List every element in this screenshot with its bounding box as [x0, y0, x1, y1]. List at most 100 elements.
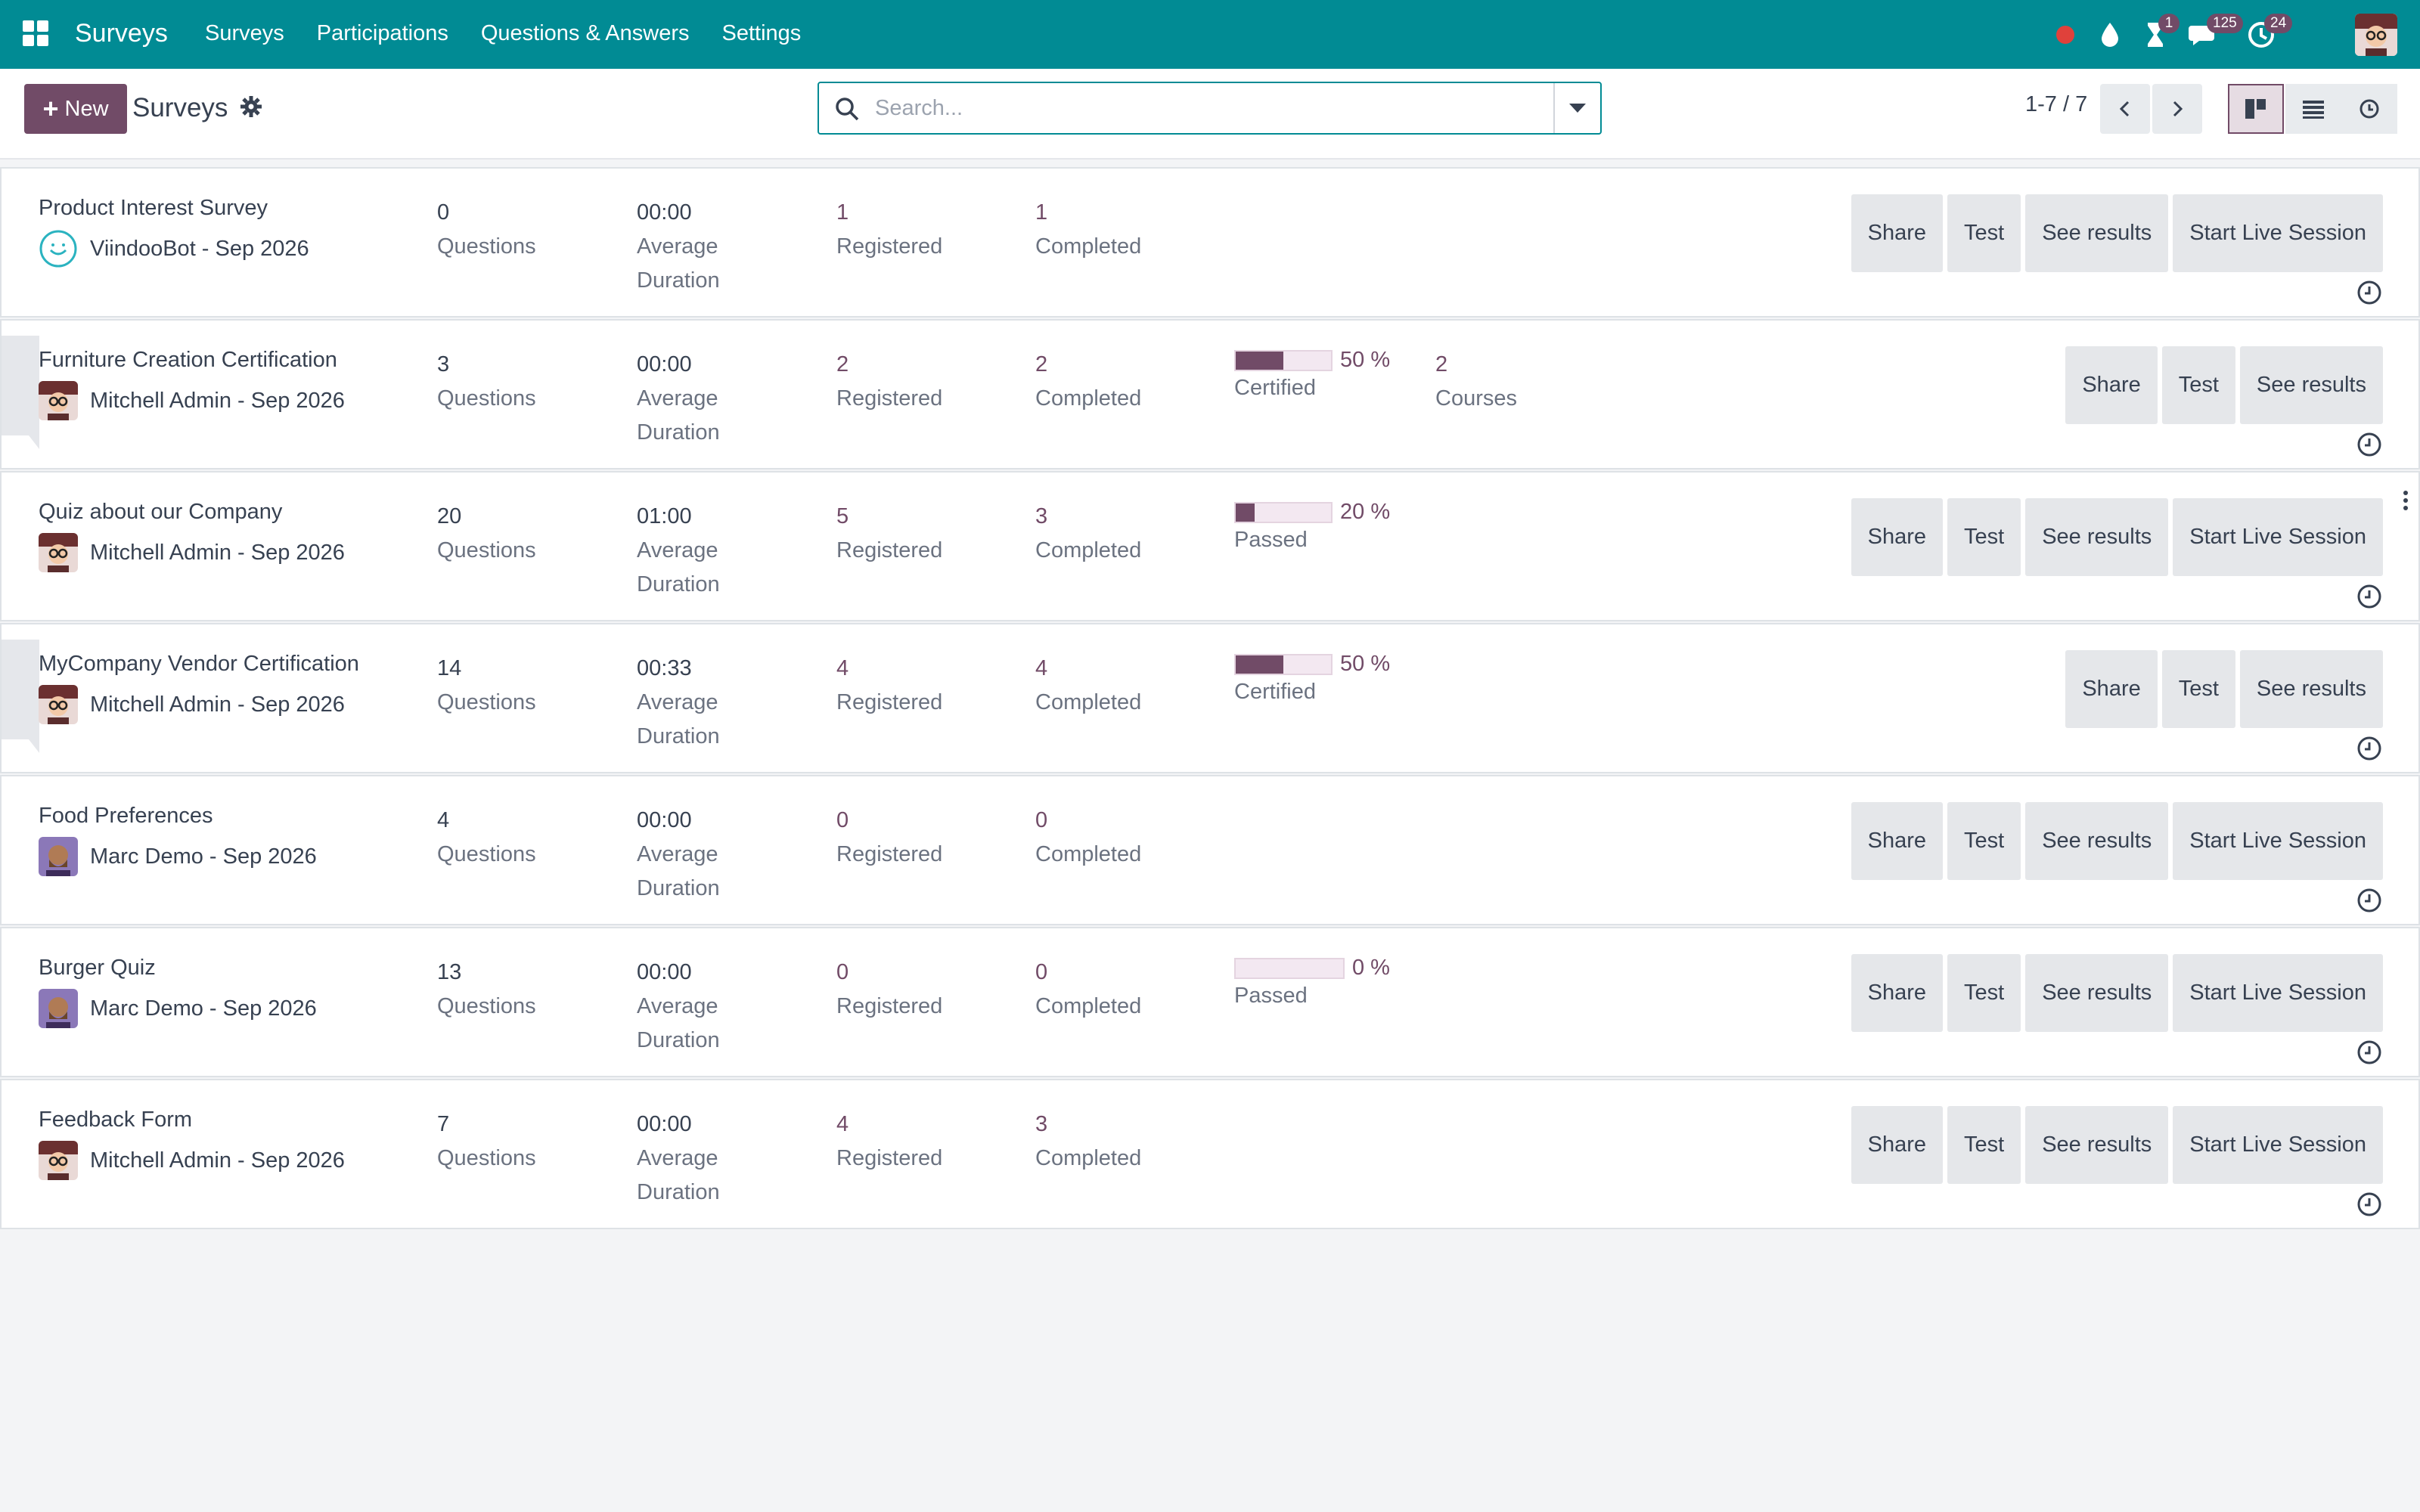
test-button[interactable]: Test — [1947, 194, 2021, 272]
user-avatar[interactable] — [2355, 14, 2397, 56]
start-live-session-button[interactable]: Start Live Session — [2173, 1106, 2383, 1184]
survey-card[interactable]: Feedback Form Mitchell Admin - Sep 2026 … — [0, 1079, 2420, 1229]
survey-card[interactable]: Furniture Creation Certification Mitchel… — [0, 319, 2420, 469]
new-button[interactable]: + New — [24, 84, 127, 134]
completed-count[interactable]: 0 — [1035, 960, 1048, 984]
registered-count[interactable]: 4 — [836, 1112, 849, 1136]
test-button[interactable]: Test — [1947, 802, 2021, 880]
registered-stat[interactable]: 5 Registered — [836, 500, 942, 568]
test-button[interactable]: Test — [2161, 650, 2235, 728]
activity-clock-icon[interactable] — [2356, 736, 2382, 761]
test-button[interactable]: Test — [1947, 1106, 2021, 1184]
see-results-button[interactable]: See results — [2025, 954, 2169, 1032]
activity-clock-icon[interactable] — [2356, 584, 2382, 609]
completed-stat[interactable]: 0 Completed — [1035, 804, 1141, 872]
completed-stat[interactable]: 0 Completed — [1035, 956, 1141, 1024]
completed-count[interactable]: 2 — [1035, 352, 1048, 376]
gear-icon[interactable] — [239, 94, 263, 119]
start-live-session-button[interactable]: Start Live Session — [2173, 802, 2383, 880]
completed-count[interactable]: 1 — [1035, 200, 1048, 225]
apps-menu-icon[interactable] — [23, 20, 48, 46]
completed-stat[interactable]: 1 Completed — [1035, 196, 1141, 264]
survey-card[interactable]: Burger Quiz Marc Demo - Sep 2026 13 Quest… — [0, 927, 2420, 1077]
registered-stat[interactable]: 4 Registered — [836, 652, 942, 720]
share-button[interactable]: Share — [2065, 346, 2158, 424]
creator-name: Mitchell Admin - Sep 2026 — [90, 540, 345, 565]
share-button[interactable]: Share — [1851, 498, 1943, 576]
registered-count[interactable]: 1 — [836, 200, 849, 225]
survey-card[interactable]: Product Interest Survey ViindooBot - Sep… — [0, 167, 2420, 318]
registered-stat[interactable]: 2 Registered — [836, 348, 942, 416]
completed-stat[interactable]: 4 Completed — [1035, 652, 1141, 720]
activity-view-button[interactable] — [2341, 84, 2397, 134]
see-results-button[interactable]: See results — [2025, 498, 2169, 576]
pager-value[interactable]: 1-7 / 7 — [2025, 92, 2088, 116]
see-results-button[interactable]: See results — [2025, 194, 2169, 272]
completed-stat[interactable]: 3 Completed — [1035, 1108, 1141, 1176]
see-results-button[interactable]: See results — [2025, 1106, 2169, 1184]
start-live-session-button[interactable]: Start Live Session — [2173, 194, 2383, 272]
start-live-session-button[interactable]: Start Live Session — [2173, 498, 2383, 576]
courses-count[interactable]: 2 — [1435, 352, 1448, 376]
recording-dot-icon[interactable] — [2055, 25, 2075, 45]
registered-count[interactable]: 5 — [836, 504, 849, 528]
kanban-view-button[interactable] — [2228, 84, 2284, 134]
search-input[interactable] — [875, 91, 1556, 125]
messages-icon[interactable]: 125 — [2187, 14, 2243, 51]
survey-title: Burger Quiz — [39, 956, 156, 980]
activity-clock-icon[interactable] — [2356, 1040, 2382, 1065]
updates-clock-icon[interactable]: 24 — [2245, 14, 2293, 51]
completed-count[interactable]: 3 — [1035, 1112, 1048, 1136]
registered-count[interactable]: 0 — [836, 960, 849, 984]
pager-next-button[interactable] — [2152, 84, 2202, 134]
menu-item-questions-answers[interactable]: Questions & Answers — [480, 21, 690, 45]
registered-count[interactable]: 2 — [836, 352, 849, 376]
completed-count[interactable]: 0 — [1035, 808, 1048, 832]
share-button[interactable]: Share — [2065, 650, 2158, 728]
registered-stat[interactable]: 1 Registered — [836, 196, 942, 264]
share-button[interactable]: Share — [1851, 954, 1943, 1032]
registered-count[interactable]: 4 — [836, 656, 849, 680]
app-brand[interactable]: Surveys — [75, 19, 168, 48]
droplet-icon[interactable] — [2093, 18, 2127, 51]
share-button[interactable]: Share — [1851, 194, 1943, 272]
completed-stat[interactable]: 2 Completed — [1035, 348, 1141, 416]
survey-title: MyCompany Vendor Certification — [39, 652, 359, 676]
registered-count[interactable]: 0 — [836, 808, 849, 832]
menu-item-settings[interactable]: Settings — [721, 21, 802, 45]
duration-label-duration: Duration — [637, 876, 720, 900]
pager-previous-button[interactable] — [2100, 84, 2150, 134]
test-button[interactable]: Test — [1947, 954, 2021, 1032]
survey-card[interactable]: Quiz about our Company Mitchell Admin - … — [0, 471, 2420, 621]
see-results-button[interactable]: See results — [2025, 802, 2169, 880]
share-button[interactable]: Share — [1851, 1106, 1943, 1184]
duration-label-duration: Duration — [637, 268, 720, 293]
courses-stat[interactable]: 2 Courses — [1435, 348, 1517, 416]
see-results-button[interactable]: See results — [2239, 346, 2383, 424]
activity-clock-icon[interactable] — [2356, 280, 2382, 305]
admin-avatar — [39, 1141, 78, 1180]
share-button[interactable]: Share — [1851, 802, 1943, 880]
kebab-menu-icon[interactable] — [2400, 489, 2411, 512]
start-live-session-button[interactable]: Start Live Session — [2173, 954, 2383, 1032]
search-options-toggle[interactable] — [1553, 83, 1600, 133]
test-button[interactable]: Test — [1947, 498, 2021, 576]
menu-item-surveys[interactable]: Surveys — [205, 21, 284, 45]
menu-item-participations[interactable]: Participations — [316, 21, 448, 45]
completed-count[interactable]: 3 — [1035, 504, 1048, 528]
test-button[interactable]: Test — [2161, 346, 2235, 424]
activity-clock-icon[interactable] — [2356, 1191, 2382, 1217]
completed-stat[interactable]: 3 Completed — [1035, 500, 1141, 568]
list-view-button[interactable] — [2285, 84, 2341, 134]
activity-hourglass-icon[interactable]: 1 — [2139, 14, 2180, 51]
activity-clock-icon[interactable] — [2356, 432, 2382, 457]
completed-count[interactable]: 4 — [1035, 656, 1048, 680]
registered-stat[interactable]: 4 Registered — [836, 1108, 942, 1176]
survey-card[interactable]: MyCompany Vendor Certification Mitchell … — [0, 623, 2420, 773]
survey-card[interactable]: Food Preferences Marc Demo - Sep 2026 4 Q… — [0, 775, 2420, 925]
activity-clock-icon[interactable] — [2356, 888, 2382, 913]
questions-label: Questions — [437, 1146, 536, 1170]
registered-stat[interactable]: 0 Registered — [836, 956, 942, 1024]
registered-stat[interactable]: 0 Registered — [836, 804, 942, 872]
see-results-button[interactable]: See results — [2239, 650, 2383, 728]
